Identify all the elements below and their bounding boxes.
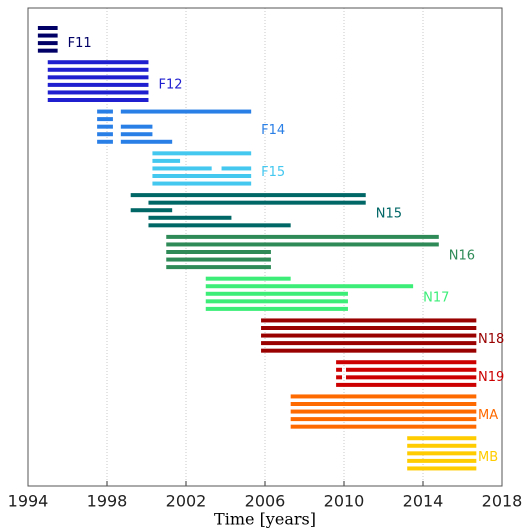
bar	[407, 443, 477, 448]
bar	[261, 348, 477, 353]
bar	[120, 139, 173, 144]
bar	[130, 193, 366, 198]
bar	[37, 48, 58, 53]
x-tick-label: 2018	[482, 492, 523, 511]
bar	[47, 98, 149, 102]
bar	[407, 466, 477, 471]
bar	[407, 458, 477, 463]
bar	[97, 109, 113, 114]
bar	[120, 109, 252, 114]
bar	[205, 284, 414, 289]
bar	[290, 409, 477, 414]
bar	[47, 75, 149, 80]
bar	[37, 26, 58, 30]
bar	[37, 33, 58, 38]
bar	[152, 174, 252, 178]
bar	[261, 341, 477, 346]
series-label: N16	[449, 249, 475, 264]
bar	[336, 367, 343, 372]
x-tick-label: 2010	[324, 492, 365, 511]
series-label: F11	[68, 36, 92, 51]
bar	[47, 90, 149, 95]
bar	[345, 367, 477, 372]
bar	[336, 382, 477, 387]
bar	[290, 424, 477, 429]
bar	[97, 132, 113, 137]
series-label: N19	[478, 370, 504, 385]
bar	[120, 132, 153, 137]
bar	[152, 151, 252, 156]
bar	[261, 333, 477, 338]
bar	[261, 326, 477, 330]
bar	[148, 223, 291, 228]
bar	[47, 82, 149, 87]
bar	[37, 41, 58, 46]
x-tick-label: 2002	[166, 492, 207, 511]
bar	[148, 215, 232, 220]
plot-frame	[27, 7, 503, 487]
series-label: F14	[261, 123, 285, 138]
bar	[152, 158, 181, 163]
bar	[261, 318, 477, 323]
series-label: N18	[478, 332, 504, 347]
bar	[336, 375, 343, 380]
bar	[97, 139, 113, 144]
bar	[205, 299, 348, 304]
bar	[205, 291, 348, 296]
bar	[290, 417, 477, 422]
bar	[47, 60, 149, 65]
x-tick-label: 2014	[403, 492, 444, 511]
bar	[290, 394, 477, 399]
bar	[166, 234, 439, 239]
bar	[205, 276, 291, 281]
bar	[205, 306, 348, 311]
bar	[97, 124, 113, 129]
x-tick-label: 2006	[245, 492, 286, 511]
series-label: MB	[478, 450, 498, 465]
bar	[221, 166, 252, 171]
bar	[152, 166, 212, 171]
bar	[166, 265, 271, 270]
series-label: MA	[478, 408, 498, 423]
x-axis-title: Time [years]	[214, 510, 316, 529]
bar	[47, 67, 149, 72]
bar	[166, 242, 439, 247]
bar	[166, 257, 271, 262]
x-tick-label: 1998	[87, 492, 128, 511]
bar	[345, 375, 477, 380]
bar	[97, 117, 113, 122]
bar	[407, 451, 477, 456]
bar	[152, 181, 252, 186]
series-label: N15	[376, 207, 402, 222]
bar	[120, 124, 153, 129]
bar	[407, 436, 477, 441]
bar	[130, 208, 173, 213]
bar	[290, 402, 477, 406]
series-label: F15	[261, 165, 285, 180]
bar	[148, 200, 366, 205]
bar	[166, 250, 271, 254]
bar	[336, 360, 477, 365]
series-label: N17	[423, 290, 449, 305]
series-label: F12	[158, 78, 182, 93]
x-tick-label: 1994	[8, 492, 49, 511]
